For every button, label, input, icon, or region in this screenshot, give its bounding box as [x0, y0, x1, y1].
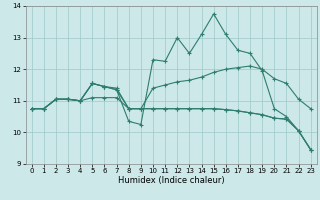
X-axis label: Humidex (Indice chaleur): Humidex (Indice chaleur) — [118, 176, 225, 185]
